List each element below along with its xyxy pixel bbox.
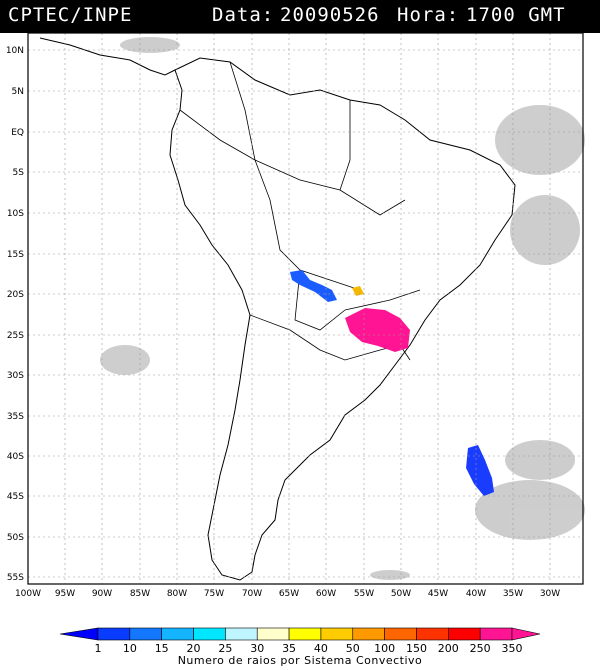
lat-label: 15S <box>7 250 24 260</box>
lat-label: 5N <box>12 87 24 97</box>
lat-label: 20S <box>7 290 24 300</box>
lat-label: 40S <box>7 452 24 462</box>
legend-swatch <box>384 627 417 641</box>
lat-label: 35S <box>7 412 24 422</box>
legend-swatch <box>256 627 290 641</box>
color-legend <box>59 627 541 641</box>
title-bar: CPTEC/INPE Data: 20090526 Hora: 1700 GMT <box>0 0 600 33</box>
lat-label: 55S <box>7 573 24 583</box>
legend-value-labels: 1 10 15 20 25 30 35 40 50 100 150 200 250 350 <box>95 642 523 655</box>
lon-label: 80W <box>167 589 187 599</box>
lon-gridlines <box>27 33 551 584</box>
legend-caption: Numero de raios por Sistema Convectivo <box>177 654 423 667</box>
legend-value: 40 <box>314 642 328 655</box>
lon-label: 40W <box>466 589 486 599</box>
legend-value: 100 <box>374 642 395 655</box>
map-border <box>27 32 584 585</box>
cluster-mato-grosso <box>352 286 364 296</box>
lon-label: 50W <box>391 589 411 599</box>
legend-arrow-right <box>511 627 541 641</box>
lon-label: 85W <box>130 589 150 599</box>
lon-label: 55W <box>354 589 374 599</box>
lon-label: 95W <box>55 589 75 599</box>
legend-value: 350 <box>502 642 523 655</box>
source-label: CPTEC/INPE <box>8 4 133 26</box>
lon-label: 75W <box>204 589 224 599</box>
legend-value: 1 <box>95 642 102 655</box>
lon-label: 70W <box>242 589 262 599</box>
lon-label: 90W <box>92 589 112 599</box>
legend-swatch <box>97 627 131 641</box>
lat-label: 45S <box>7 492 24 502</box>
central-america-outline <box>39 37 176 76</box>
legend-value: 25 <box>218 642 232 655</box>
legend-value: 15 <box>155 642 169 655</box>
cluster-south-atlantic <box>466 445 494 496</box>
lon-label: 35W <box>503 589 523 599</box>
legend-swatch <box>416 627 449 641</box>
legend-swatch <box>225 627 258 641</box>
time-value: 1700 GMT <box>466 4 566 26</box>
south-america-outline <box>169 57 516 581</box>
legend-swatch <box>320 627 354 641</box>
legend-value: 250 <box>470 642 491 655</box>
legend-value: 10 <box>123 642 137 655</box>
legend-swatch <box>129 627 162 641</box>
lat-label: 10N <box>6 46 24 56</box>
lon-label: 45W <box>428 589 448 599</box>
lat-label: 25S <box>7 331 24 341</box>
cluster-paraguay-brazil <box>345 308 410 352</box>
lat-label: 10S <box>7 209 24 219</box>
date-value: 20090526 <box>280 4 380 26</box>
cluster-bolivia <box>290 270 337 302</box>
legend-swatch <box>161 627 194 641</box>
legend-swatch <box>479 627 513 641</box>
lat-axis: 10N 5N EQ 5S 10S 15S 20S 25S 30S 35S 40S… <box>6 46 24 583</box>
time-label: Hora: <box>397 4 460 26</box>
lat-label: 50S <box>7 533 24 543</box>
lon-axis: 100W 95W 90W 85W 80W 75W 70W 65W 60W 55W… <box>15 589 560 599</box>
legend-value: 50 <box>346 642 360 655</box>
lon-label: 30W <box>540 589 560 599</box>
legend-arrow-left <box>59 627 99 641</box>
legend-swatch <box>352 627 385 641</box>
legend-value: 20 <box>187 642 201 655</box>
legend-value: 150 <box>406 642 427 655</box>
legend-swatch <box>448 627 481 641</box>
country-borders <box>179 61 421 361</box>
legend-value: 30 <box>250 642 264 655</box>
legend-value: 200 <box>438 642 459 655</box>
lat-label: 30S <box>7 371 24 381</box>
lon-label: 100W <box>15 589 41 599</box>
legend-value: 35 <box>282 642 296 655</box>
lon-label: 60W <box>316 589 336 599</box>
lat-label: 5S <box>13 168 25 178</box>
legend-swatch <box>288 627 322 641</box>
convective-clusters <box>290 270 494 496</box>
legend-swatch <box>193 627 226 641</box>
date-label: Data: <box>212 4 275 26</box>
lat-label: EQ <box>11 128 24 138</box>
lon-label: 65W <box>279 589 299 599</box>
